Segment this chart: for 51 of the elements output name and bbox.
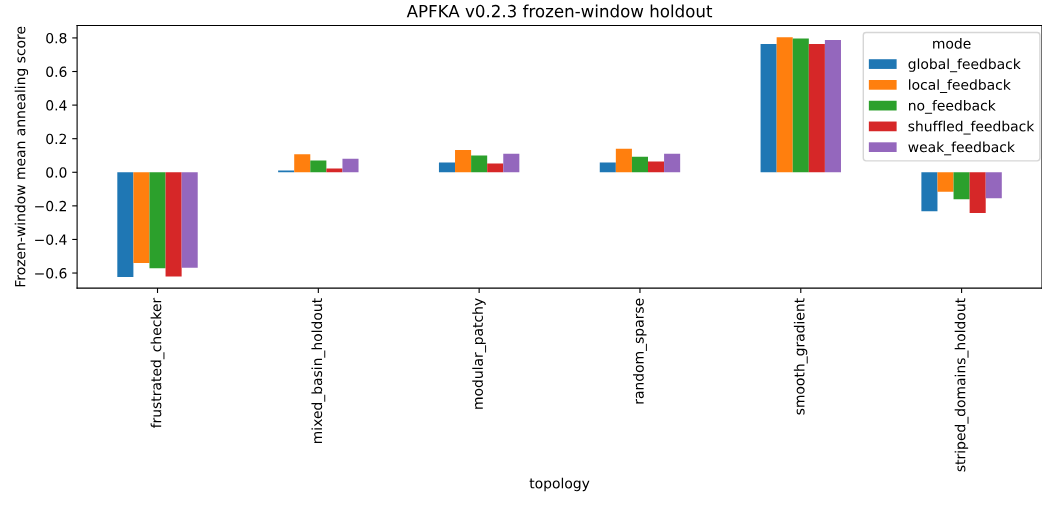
bar	[615, 148, 632, 173]
bar	[342, 158, 359, 173]
bar	[921, 172, 938, 212]
bar	[760, 43, 777, 173]
x-tick-label: modular_patchy	[472, 298, 487, 409]
chart-title: APFKA v0.2.3 frozen-window holdout	[406, 4, 713, 18]
bar	[294, 154, 311, 173]
legend-label: global_feedback	[908, 58, 1021, 73]
x-tick-label: random_sparse	[633, 298, 647, 404]
bar	[133, 172, 150, 263]
bar	[599, 162, 616, 173]
legend-title: mode	[933, 38, 971, 49]
x-tick-label: mixed_basin_holdout	[311, 298, 326, 443]
bar	[149, 172, 166, 269]
bar	[808, 43, 825, 173]
y-tick-label: 0.6	[46, 66, 67, 77]
bar	[776, 37, 793, 173]
legend-label: shuffled_feedback	[908, 120, 1035, 135]
bar	[969, 172, 986, 213]
bar	[471, 155, 488, 173]
y-tick-label: 0.2	[46, 133, 66, 145]
y-tick-label: −0.2	[35, 200, 66, 212]
bar	[181, 172, 198, 268]
bar	[117, 172, 134, 278]
y-tick-label: 0.8	[46, 32, 67, 44]
x-tick-label: striped_domains_holdout	[954, 298, 969, 472]
y-tick-label: 0.0	[46, 167, 67, 178]
x-tick-label: frustrated_checker	[150, 297, 165, 429]
x-tick-label: smooth_gradient	[793, 298, 808, 415]
bar	[985, 172, 1002, 199]
legend-label: local_feedback	[909, 79, 1011, 93]
bar	[824, 39, 841, 173]
bar	[165, 172, 182, 277]
bar	[455, 150, 472, 173]
legend-label: no_feedback	[908, 99, 996, 114]
y-tick-label: −0.6	[35, 268, 67, 279]
bar	[792, 38, 809, 173]
bar	[438, 162, 456, 173]
y-tick-label: −0.4	[35, 234, 67, 245]
bar	[937, 172, 954, 192]
bar	[310, 160, 327, 173]
bar	[664, 153, 681, 173]
legend-label: weak_feedback	[908, 141, 1015, 156]
bar	[648, 161, 665, 173]
y-tick-label: 0.4	[46, 100, 67, 111]
x-axis-title: topology	[529, 477, 590, 492]
bar	[487, 163, 504, 173]
bar	[953, 172, 970, 200]
bar	[631, 156, 648, 173]
bar	[503, 153, 520, 173]
y-axis-title: Frozen-window mean annealing score	[14, 26, 29, 287]
